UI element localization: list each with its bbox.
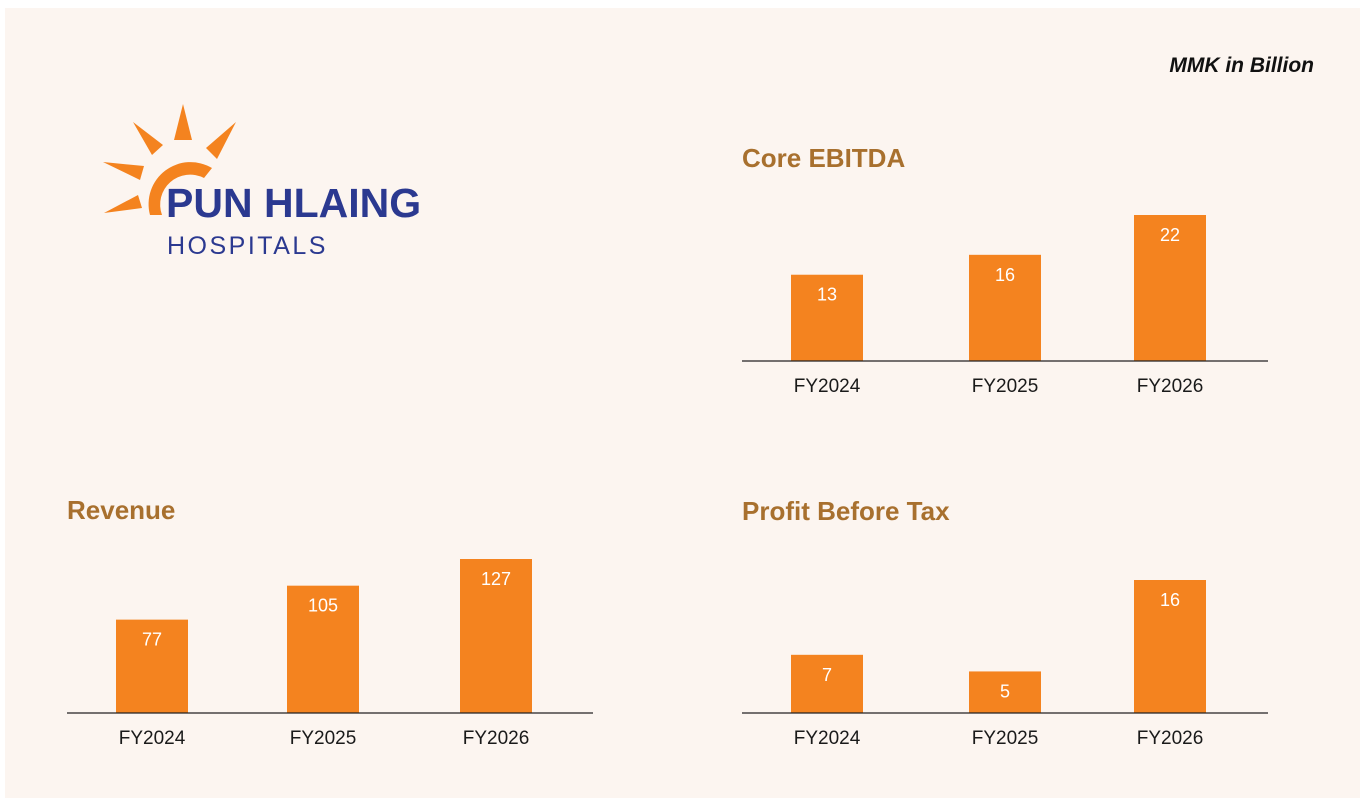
x-tick-label: FY2026 (1137, 728, 1204, 749)
x-tick-label: FY2024 (794, 376, 861, 397)
unit-note: MMK in Billion (1169, 54, 1314, 77)
x-tick-label: FY2026 (1137, 376, 1204, 397)
bar (969, 254, 1041, 361)
bar (287, 585, 359, 713)
bar (1134, 580, 1206, 713)
value-label: 16 (1160, 590, 1180, 610)
chart-title: Revenue (67, 495, 175, 525)
chart-title: Profit Before Tax (742, 496, 950, 526)
value-label: 7 (822, 665, 832, 685)
bar (791, 274, 863, 361)
logo: PUN HLAING HOSPITALS (103, 104, 421, 260)
value-label: 105 (308, 596, 338, 616)
bar (1134, 215, 1206, 361)
value-label: 5 (1000, 681, 1010, 701)
value-label: 127 (481, 569, 511, 589)
chart-title: Core EBITDA (742, 143, 905, 173)
logo-sun (103, 104, 236, 215)
x-tick-label: FY2025 (972, 728, 1039, 749)
x-tick-label: FY2024 (794, 728, 861, 749)
x-tick-label: FY2024 (119, 728, 186, 749)
logo-subtitle: HOSPITALS (167, 232, 328, 260)
x-tick-label: FY2026 (463, 728, 530, 749)
value-label: 77 (142, 630, 162, 650)
x-tick-label: FY2025 (972, 376, 1039, 397)
bar (116, 619, 188, 713)
value-label: 16 (995, 265, 1015, 285)
value-label: 22 (1160, 225, 1180, 245)
logo-name: PUN HLAING (166, 180, 421, 226)
x-tick-label: FY2025 (290, 728, 357, 749)
bar (460, 559, 532, 713)
bar (791, 654, 863, 713)
value-label: 13 (817, 285, 837, 305)
bar (969, 671, 1041, 713)
